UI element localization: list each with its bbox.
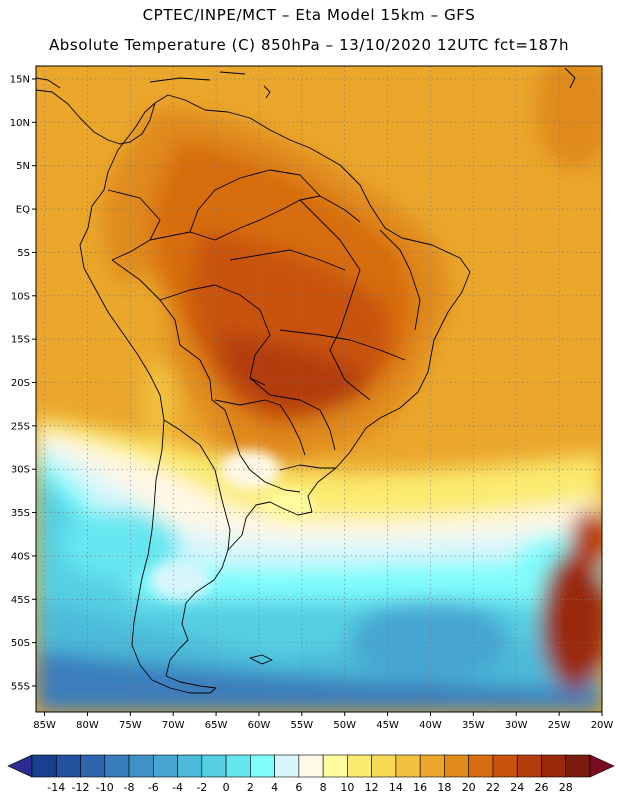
lon-tick-label: 35W	[462, 720, 485, 731]
legend-swatch	[201, 754, 227, 778]
coastlines	[36, 67, 576, 694]
legend-label: -2	[196, 781, 207, 794]
lon-tick-label: 45W	[376, 720, 399, 731]
map-title: CPTEC/INPE/MCT – Eta Model 15km – GFS	[142, 6, 476, 24]
lon-tick-label: 20W	[591, 720, 614, 731]
lon-tick-label: 30W	[505, 720, 528, 731]
lat-tick-label: 45S	[11, 595, 30, 606]
lat-tick-label: 10N	[10, 118, 30, 129]
lat-tick-label: 50S	[11, 638, 30, 649]
legend-swatch	[31, 754, 57, 778]
legend-label: 6	[295, 781, 302, 794]
lat-tick-label: 55S	[11, 681, 30, 692]
legend-swatch	[468, 754, 494, 778]
legend-label: -14	[47, 781, 65, 794]
lon-tick-label: 60W	[248, 720, 271, 731]
legend-swatch	[298, 754, 324, 778]
lon-tick-label: 55W	[291, 720, 314, 731]
legend-swatch	[153, 754, 178, 778]
lat-tick-label: 40S	[11, 551, 30, 562]
legend-label: 2	[247, 781, 254, 794]
legend-swatch	[395, 754, 421, 778]
legend-label: 4	[271, 781, 278, 794]
lat-tick-label: 15S	[11, 335, 30, 346]
legend-label: 14	[389, 781, 403, 794]
legend-label: 24	[510, 781, 524, 794]
legend-label: 10	[340, 781, 354, 794]
legend-swatch	[322, 754, 348, 778]
legend-label: 0	[223, 781, 230, 794]
lat-tick-label: 10S	[11, 291, 30, 302]
legend-label: -12	[72, 781, 90, 794]
legend-label: -8	[124, 781, 135, 794]
lon-tick-label: 75W	[119, 720, 142, 731]
legend-label: 20	[462, 781, 476, 794]
lat-tick-label: 15N	[10, 75, 30, 86]
legend-swatch	[274, 754, 300, 778]
lon-tick-label: 85W	[33, 720, 56, 731]
legend-label: 18	[437, 781, 451, 794]
legend-label: 22	[486, 781, 500, 794]
lat-tick-label: 30S	[11, 465, 30, 476]
plot-frame	[35, 65, 603, 713]
legend-swatch	[104, 754, 130, 778]
legend-swatch	[225, 754, 251, 778]
lon-tick-label: 40W	[419, 720, 442, 731]
legend-swatch	[565, 754, 591, 778]
lon-tick-label: 70W	[162, 720, 185, 731]
legend-label: -6	[148, 781, 159, 794]
legend-swatch	[419, 754, 445, 778]
axis-ticks	[32, 78, 603, 716]
legend-label: 16	[413, 781, 427, 794]
lat-tick-label: 20S	[11, 378, 30, 389]
legend-swatch	[80, 754, 106, 778]
legend-swatch	[128, 754, 154, 778]
lon-tick-label: 80W	[76, 720, 99, 731]
longitude-axis: 85W 80W 75W 70W 65W 60W 55W 50W 45W 40W 35W 30W 25W 2…	[33, 720, 613, 731]
color-legend: -14 -12 -10 -8 -6 -4 -2 0 2 4 6 8 10 12 14 16 18 20 22 24 26…	[7, 754, 615, 794]
lat-tick-label: 35S	[11, 508, 30, 519]
lon-tick-label: 65W	[205, 720, 228, 731]
legend-swatch	[371, 754, 397, 778]
lat-tick-label: EQ	[16, 205, 30, 216]
legend-swatch	[177, 754, 203, 778]
legend-label: -4	[172, 781, 183, 794]
legend-swatch	[250, 754, 275, 778]
lat-tick-label: 5S	[17, 248, 30, 259]
map-subtitle: Absolute Temperature (C) 850hPa – 13/10/…	[48, 36, 570, 54]
legend-label: 26	[534, 781, 548, 794]
legend-swatch	[347, 754, 372, 778]
legend-label: 28	[559, 781, 573, 794]
legend-swatch	[516, 754, 542, 778]
legend-label: -10	[96, 781, 114, 794]
legend-label: 8	[320, 781, 327, 794]
legend-label: 12	[365, 781, 379, 794]
lon-tick-label: 25W	[548, 720, 571, 731]
lat-tick-label: 25S	[11, 421, 30, 432]
latitude-axis: 15N 10N 5N EQ 5S 10S 15S 20S 25S 30S 35S 40S 45S 50S 5…	[10, 75, 30, 693]
lon-tick-label: 50W	[333, 720, 356, 731]
legend-swatch	[55, 754, 81, 778]
legend-swatch	[541, 754, 567, 778]
temperature-field	[36, 66, 602, 712]
legend-under-arrow	[7, 754, 33, 778]
legend-swatch	[444, 754, 469, 778]
legend-swatch	[492, 754, 518, 778]
legend-over-arrow	[589, 754, 615, 778]
lat-tick-label: 5N	[16, 161, 30, 172]
